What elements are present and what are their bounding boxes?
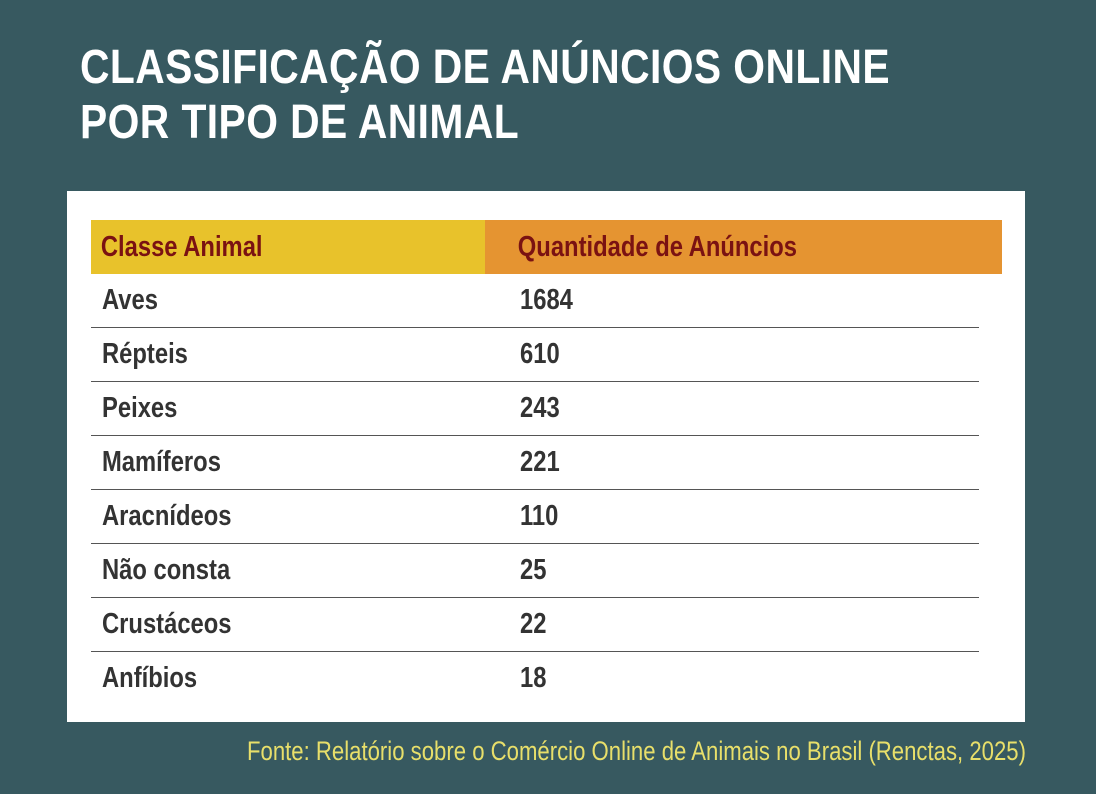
table-row: Crustáceos 22: [91, 598, 979, 652]
animal-class-cell: Aves: [91, 284, 485, 317]
ad-count-cell: 18: [485, 662, 552, 695]
ad-count-value: 610: [520, 338, 560, 370]
animal-class-cell: Crustáceos: [91, 608, 485, 641]
header-label-class: Classe Animal: [100, 231, 263, 263]
table-row: Peixes 243: [91, 382, 979, 436]
ad-count-cell: 243: [485, 392, 568, 425]
header-cell-class: Classe Animal: [91, 220, 485, 274]
table-row: Répteis 610: [91, 328, 979, 382]
animal-class-label: Anfíbios: [102, 662, 198, 694]
source-note: Fonte: Relatório sobre o Comércio Online…: [247, 736, 1026, 766]
animal-class-label: Peixes: [102, 392, 178, 424]
ad-count-cell: 110: [485, 500, 567, 533]
ad-count-cell: 610: [485, 338, 568, 371]
table-row: Aracnídeos 110: [91, 490, 979, 544]
title-line-2: POR TIPO DE ANIMAL: [80, 96, 520, 149]
animal-class-label: Aves: [102, 284, 158, 316]
ad-count-cell: 1684: [485, 284, 585, 317]
table-row: Não consta 25: [91, 544, 979, 598]
table-header: Classe Animal Quantidade de Anúncios: [91, 220, 1002, 274]
table-row: Aves 1684: [91, 274, 979, 328]
ad-count-cell: 25: [485, 554, 552, 587]
animal-class-cell: Não consta: [91, 554, 485, 587]
ad-count-value: 110: [520, 500, 559, 532]
animal-class-label: Crustáceos: [102, 608, 232, 640]
ad-count-value: 18: [520, 662, 547, 694]
table-row: Anfíbios 18: [91, 652, 979, 705]
table-row: Mamíferos 221: [91, 436, 979, 490]
page-title: CLASSIFICAÇÃO DE ANÚNCIOS ONLINE POR TIP…: [80, 40, 1033, 150]
title-line-1: CLASSIFICAÇÃO DE ANÚNCIOS ONLINE: [80, 41, 890, 94]
ad-count-value: 25: [520, 554, 547, 586]
animal-class-label: Mamíferos: [102, 446, 221, 478]
animal-class-label: Répteis: [102, 338, 188, 370]
header-cell-quantity: Quantidade de Anúncios: [485, 220, 1002, 274]
ad-count-cell: 221: [485, 446, 568, 479]
ad-count-cell: 22: [485, 608, 552, 641]
ad-count-value: 1684: [520, 284, 573, 316]
ad-count-value: 221: [520, 446, 560, 478]
animal-class-cell: Peixes: [91, 392, 485, 425]
animal-class-label: Não consta: [102, 554, 231, 586]
animal-class-cell: Répteis: [91, 338, 485, 371]
animal-class-label: Aracnídeos: [102, 500, 232, 532]
table-body: Aves 1684 Répteis 610 Peixes 243 Mamíferos 221 A…: [91, 274, 979, 705]
table-card: Classe Animal Quantidade de Anúncios Ave…: [67, 191, 1025, 722]
ad-count-value: 22: [520, 608, 547, 640]
animal-class-cell: Mamíferos: [91, 446, 485, 479]
ad-count-value: 243: [520, 392, 560, 424]
header-label-quantity: Quantidade de Anúncios: [517, 231, 798, 263]
animal-class-cell: Aracnídeos: [91, 500, 485, 533]
animal-class-cell: Anfíbios: [91, 662, 485, 695]
